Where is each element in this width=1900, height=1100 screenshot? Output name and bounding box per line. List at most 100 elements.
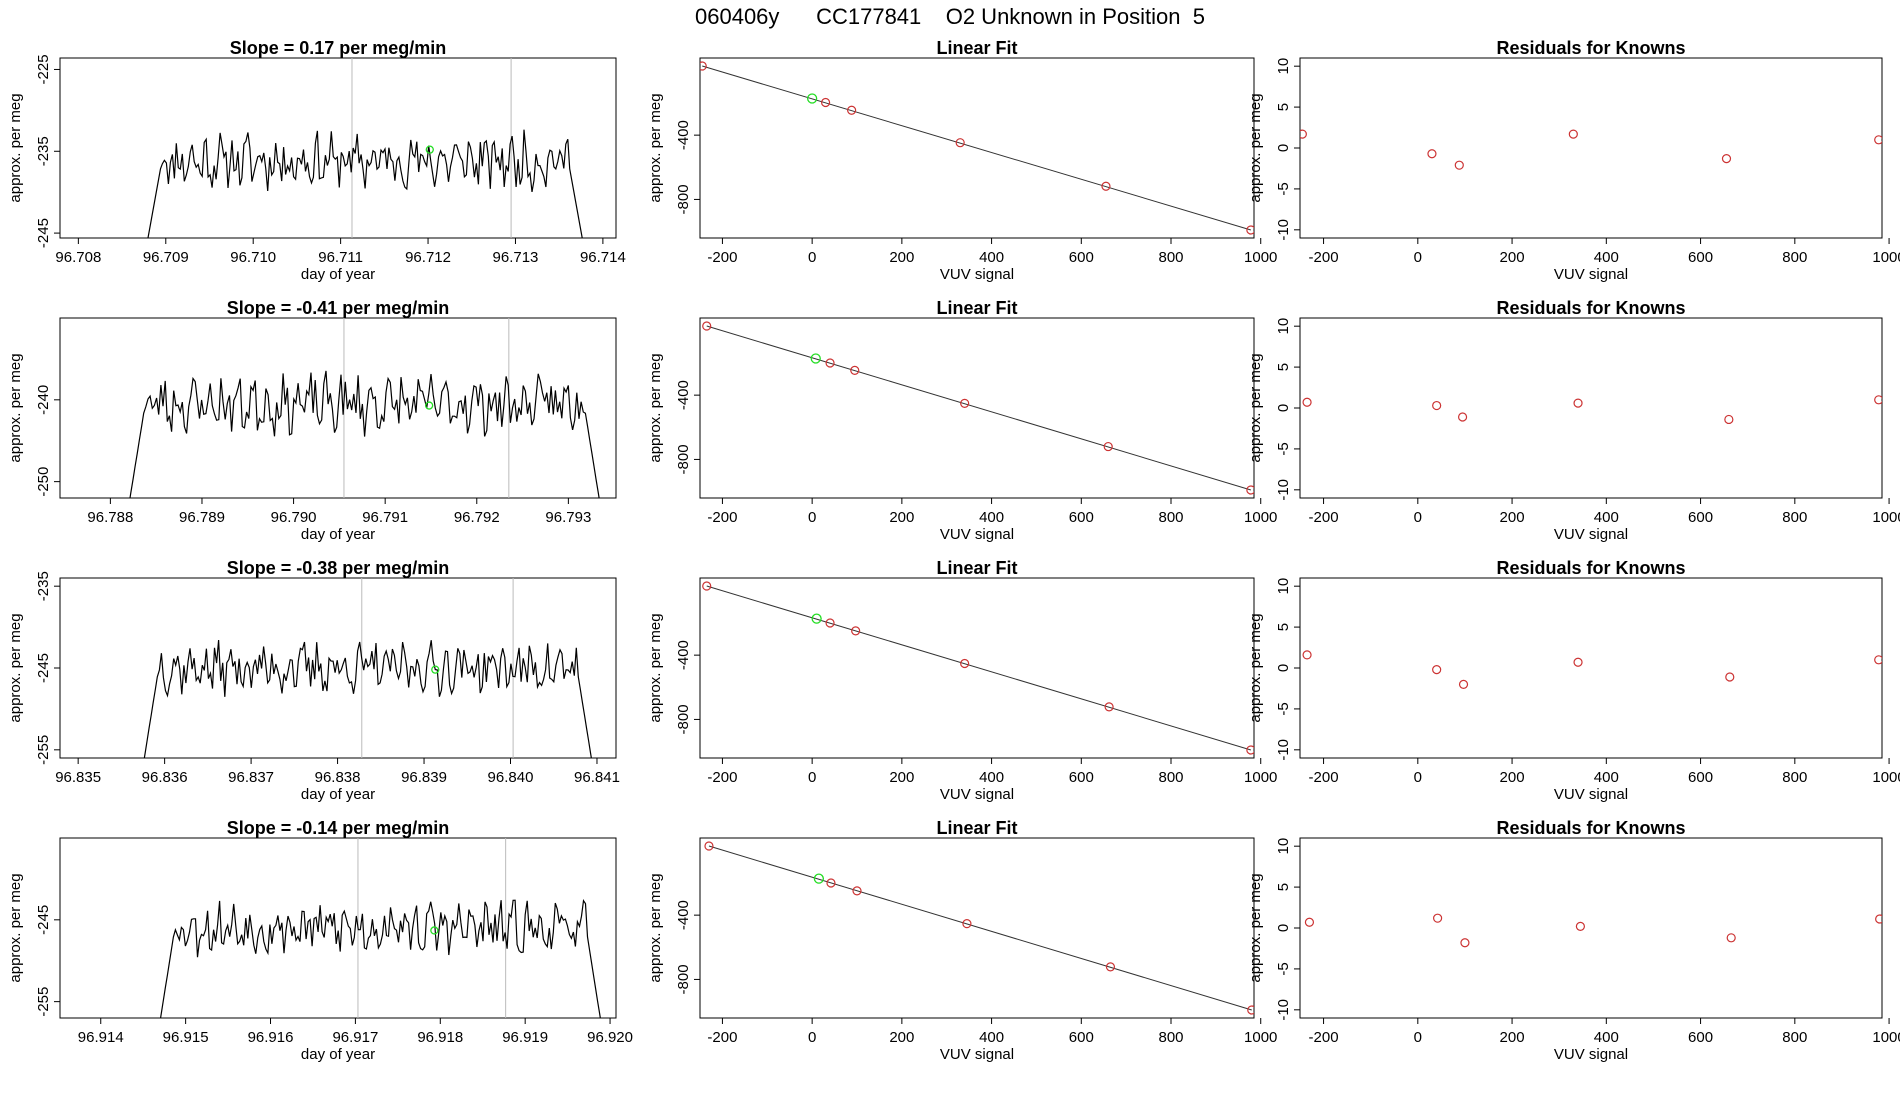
panel-title: Slope = -0.38 per meg/min: [227, 558, 450, 578]
data-point: [1724, 414, 1734, 425]
fit-line: [706, 325, 1252, 491]
x-tick-label: 600: [1069, 1029, 1094, 1046]
x-tick-label: 600: [1688, 769, 1713, 786]
data-point: [1726, 933, 1736, 943]
y-tick-label: -5: [1275, 442, 1292, 455]
x-tick-label: 96.714: [580, 249, 626, 266]
x-tick-label: 800: [1782, 1029, 1807, 1046]
x-tick-label: 96.841: [574, 769, 620, 786]
x-tick-label: 600: [1688, 249, 1713, 266]
data-point: [960, 658, 970, 669]
x-tick-label: 96.916: [248, 1029, 294, 1046]
x-tick-label: 96.709: [143, 249, 189, 266]
x-tick-label: 96.708: [55, 249, 101, 266]
y-tick-label: -5: [1275, 962, 1292, 975]
data-point: [1304, 917, 1315, 927]
y-tick-label: -5: [1275, 702, 1292, 715]
unknown-marker: [431, 665, 440, 674]
y-axis-label: approx. per meg: [1247, 613, 1264, 722]
y-tick-label: -225: [35, 54, 52, 84]
data-point: [1427, 149, 1437, 159]
y-axis-label: approx. per meg: [1247, 93, 1264, 202]
y-tick-label: 0: [1275, 924, 1292, 932]
y-axis-label: approx. per meg: [647, 613, 664, 722]
x-tick-label: 200: [889, 769, 914, 786]
x-tick-label: 800: [1782, 769, 1807, 786]
plot-frame: [1299, 317, 1883, 499]
x-tick-label: 200: [1500, 769, 1525, 786]
x-tick-label: 96.920: [587, 1029, 633, 1046]
panel-title: Linear Fit: [936, 38, 1017, 58]
trace-line: [143, 639, 592, 758]
x-tick-label: 400: [979, 769, 1004, 786]
figure-title: 060406y CC177841 O2 Unknown in Position …: [695, 4, 1205, 29]
y-axis-label: approx. per meg: [647, 353, 664, 462]
x-axis-label: day of year: [301, 266, 375, 283]
panel-fit-3: Linear Fit -200 0 200 400 600 800 1000 VUV signa…: [647, 558, 1277, 803]
data-point: [1432, 665, 1442, 675]
data-point: [1433, 913, 1443, 923]
data-point: [1105, 962, 1116, 972]
x-tick-label: 0: [1414, 509, 1422, 526]
x-tick-label: 800: [1158, 249, 1183, 266]
plot-frame: [699, 837, 1255, 1019]
plot-area: [1302, 650, 1882, 689]
plot-area: [1300, 129, 1882, 170]
y-tick-label: -400: [675, 640, 692, 670]
data-point: [851, 626, 861, 636]
data-point: [702, 581, 712, 591]
data-point: [1302, 650, 1312, 660]
x-tick-label: 0: [808, 769, 816, 786]
data-point: [1874, 135, 1882, 145]
y-tick-label: -10: [1275, 479, 1292, 501]
data-point: [1568, 129, 1578, 139]
x-axis-label: day of year: [301, 786, 375, 803]
unknown-point: [813, 873, 825, 884]
trace-line: [129, 370, 600, 498]
x-tick-label: 200: [889, 1029, 914, 1046]
y-tick-label: -400: [675, 120, 692, 150]
trace-line: [159, 899, 601, 1018]
x-tick-label: 96.835: [55, 769, 101, 786]
y-axis-label: approx. per meg: [647, 873, 664, 982]
x-tick-label: 96.837: [228, 769, 274, 786]
x-tick-label: 96.789: [179, 509, 225, 526]
panel-title: Slope = 0.17 per meg/min: [230, 38, 447, 58]
x-tick-label: 0: [808, 1029, 816, 1046]
y-tick-label: -255: [35, 987, 52, 1017]
x-tick-label: -200: [707, 1029, 737, 1046]
x-tick-label: -200: [1309, 769, 1339, 786]
panel-trace-1: Slope = 0.17 per meg/min 96.708 96.709 96.7…: [7, 38, 626, 283]
data-point: [1103, 441, 1113, 452]
x-tick-label: 96.836: [142, 769, 188, 786]
y-tick-label: 5: [1275, 883, 1292, 891]
data-point: [850, 365, 860, 375]
x-tick-label: -200: [1309, 509, 1339, 526]
x-axis-label: VUV signal: [940, 1046, 1014, 1063]
plot-area: [702, 581, 1254, 755]
y-tick-label: -800: [675, 184, 692, 214]
unknown-marker: [425, 145, 434, 154]
y-tick-label: -5: [1275, 182, 1292, 195]
x-tick-label: 1000: [1872, 1029, 1900, 1046]
data-point: [1573, 657, 1583, 667]
panel-title: Linear Fit: [936, 818, 1017, 838]
y-tick-label: -400: [675, 900, 692, 930]
x-tick-label: 800: [1158, 509, 1183, 526]
data-point: [1246, 745, 1254, 755]
x-tick-label: 96.790: [271, 509, 317, 526]
x-axis-label: VUV signal: [940, 266, 1014, 283]
x-axis-label: VUV signal: [940, 526, 1014, 543]
y-tick-label: -245: [35, 653, 52, 683]
x-tick-label: 96.917: [332, 1029, 378, 1046]
x-axis-label: VUV signal: [1554, 526, 1628, 543]
panel-trace-2: Slope = -0.41 per meg/min 96.788 96.789 96.…: [7, 298, 617, 543]
data-point: [825, 358, 835, 368]
data-point: [852, 886, 862, 896]
x-tick-label: 400: [1594, 769, 1619, 786]
x-tick-label: 1000: [1872, 249, 1900, 266]
x-tick-label: 600: [1688, 509, 1713, 526]
data-point: [1432, 400, 1442, 411]
x-tick-label: -200: [707, 769, 737, 786]
unknown-point: [806, 93, 818, 104]
